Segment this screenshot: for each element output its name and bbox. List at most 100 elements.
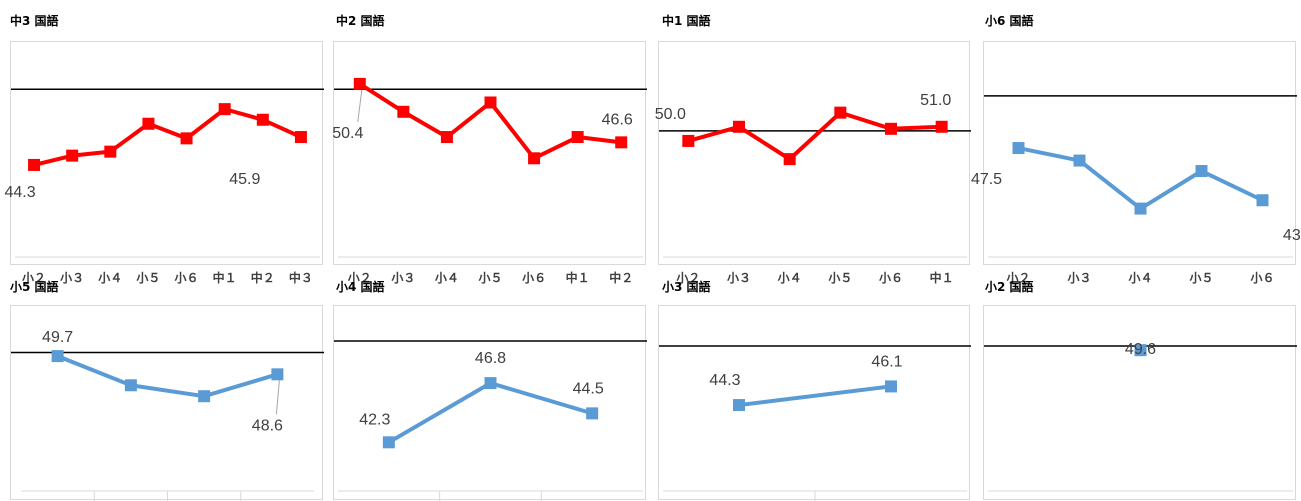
data-point-marker: [294, 131, 307, 144]
data-point-marker: [271, 368, 284, 381]
data-point-marker: [104, 145, 117, 158]
data-label: 46.8: [475, 350, 506, 367]
label-leader-line: [275, 380, 280, 415]
data-point-marker: [1256, 194, 1269, 207]
x-tick-label: 小６: [879, 270, 903, 285]
x-tick-label: 小３: [391, 270, 415, 285]
data-point-marker: [733, 399, 745, 412]
data-label: 43.2: [1283, 227, 1301, 244]
chart-title: 中1 国語: [662, 14, 711, 28]
data-label: 47.5: [971, 171, 1002, 188]
x-tick-label: 小２: [676, 270, 700, 285]
data-label: 44.3: [709, 372, 740, 389]
data-point-marker: [1134, 344, 1147, 357]
data-point-marker: [256, 113, 269, 126]
series-line: [358, 82, 622, 161]
data-label: 48.6: [252, 417, 283, 434]
chart-panel: 49.6: [983, 305, 1297, 500]
line-chart: 44.3 45.9 小２ 小３ 小４ 小５ 小６ 中１ 中２ 中３: [4, 88, 324, 285]
x-tick-label: 中１: [566, 270, 590, 285]
data-point-marker: [66, 149, 79, 162]
x-tick-label: 中１: [213, 270, 237, 285]
series-line: [738, 384, 892, 408]
chart-panel: 47.5 43.2 小２ 小３ 小４ 小５ 小６: [971, 41, 1301, 285]
data-point-marker: [733, 120, 745, 133]
chart-panel: 50.0 51.0 小２ 小３ 小４ 小５ 小６ 中１: [655, 41, 971, 285]
data-point-marker: [615, 136, 628, 149]
series-line: [387, 381, 593, 445]
x-tick-label: 小４: [98, 270, 122, 285]
x-tick-label: 小２: [1006, 270, 1030, 285]
x-tick-label: 中２: [609, 270, 633, 285]
chart-title: 中2 国語: [336, 14, 385, 28]
data-label: 50.0: [655, 106, 686, 123]
series-line: [56, 354, 278, 399]
data-point-marker: [1073, 154, 1086, 167]
chart-title: 小2 国語: [985, 280, 1034, 294]
data-point-marker: [1195, 165, 1208, 178]
x-tick-label: 小２: [348, 270, 372, 285]
x-tick-label: 小６: [1250, 270, 1274, 285]
x-tick-label: 小５: [478, 270, 502, 285]
data-point-marker: [218, 103, 231, 116]
data-point-marker: [935, 120, 948, 133]
line-chart: 50.4 46.6 小２ 小３ 小４ 小５ 小６ 中１ 中２: [332, 77, 647, 285]
data-point-marker: [571, 131, 584, 144]
chart-title: 小5 国語: [10, 280, 59, 294]
data-label: 46.6: [602, 111, 633, 128]
data-point-marker: [382, 436, 395, 449]
chart-title: 小4 国語: [336, 280, 385, 294]
x-tick-label: 小３: [727, 270, 751, 285]
data-point-marker: [586, 407, 599, 420]
line-chart: 50.0 51.0 小２ 小３ 小４ 小５ 小６ 中１: [655, 92, 971, 285]
data-label: 44.3: [4, 184, 35, 201]
data-point-marker: [397, 105, 410, 118]
data-point-marker: [885, 122, 897, 135]
data-point-marker: [682, 134, 695, 147]
chart-panel: 42.3 46.8 44.5: [333, 305, 647, 501]
chart-panel: 50.4 46.6 小２ 小３ 小４ 小５ 小６ 中１ 中２: [332, 41, 647, 285]
data-point-marker: [783, 153, 796, 166]
data-point-marker: [1134, 202, 1147, 215]
x-tick-label: 小２: [22, 270, 46, 285]
data-label: 50.4: [332, 125, 363, 142]
data-point-marker: [142, 117, 155, 130]
data-point-marker: [1012, 142, 1025, 155]
data-point-marker: [484, 96, 497, 109]
series-line: [1018, 146, 1264, 211]
data-point-marker: [885, 380, 897, 393]
data-point-marker: [124, 379, 137, 392]
x-tick-label: 小６: [175, 270, 199, 285]
x-tick-label: 小６: [522, 270, 546, 285]
series-line: [33, 107, 302, 167]
x-tick-label: 中３: [289, 270, 313, 285]
data-label: 45.9: [229, 171, 260, 188]
data-point-marker: [28, 158, 41, 171]
chart-title: 小6 国語: [985, 14, 1034, 28]
x-tick-label: 小４: [435, 270, 459, 285]
x-tick-label: 中１: [930, 270, 954, 285]
x-tick-label: 小４: [1128, 270, 1152, 285]
data-point-marker: [440, 131, 453, 144]
data-label: 49.6: [1125, 341, 1156, 358]
chart-panel: 49.7 48.6: [10, 305, 324, 501]
line-chart: 44.3 46.1: [659, 345, 971, 501]
data-point-marker: [353, 77, 366, 90]
line-chart: 42.3 46.8 44.5: [334, 340, 647, 501]
chart-panel: 44.3 45.9 小２ 小３ 小４ 小５ 小６ 中１ 中２ 中３: [4, 41, 324, 285]
x-tick-label: 小５: [828, 270, 852, 285]
data-point-marker: [834, 106, 847, 119]
line-chart: 47.5 43.2 小２ 小３ 小４ 小５ 小６: [971, 95, 1301, 285]
data-label: 44.5: [573, 380, 604, 397]
x-tick-label: 小５: [136, 270, 160, 285]
data-point-marker: [528, 152, 541, 165]
x-tick-label: 小５: [1189, 270, 1213, 285]
chart-title: 小3 国語: [662, 280, 711, 294]
x-tick-label: 小４: [778, 270, 802, 285]
data-label: 42.3: [359, 411, 390, 428]
x-tick-label: 中２: [251, 270, 275, 285]
line-chart: 49.7 48.6: [11, 329, 324, 501]
data-point-marker: [198, 390, 211, 403]
line-chart: 49.6: [984, 341, 1297, 492]
data-label: 51.0: [920, 92, 951, 109]
